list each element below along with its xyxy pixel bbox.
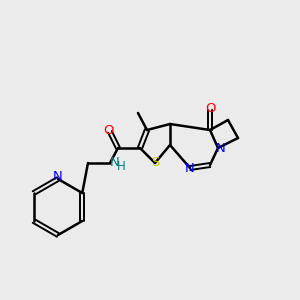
Text: O: O — [205, 101, 215, 115]
Text: N: N — [53, 170, 63, 184]
Text: S: S — [151, 157, 159, 169]
Text: N: N — [185, 163, 195, 176]
Text: O: O — [103, 124, 113, 136]
Text: N: N — [110, 157, 120, 169]
Text: H: H — [117, 160, 125, 173]
Text: N: N — [216, 142, 226, 154]
